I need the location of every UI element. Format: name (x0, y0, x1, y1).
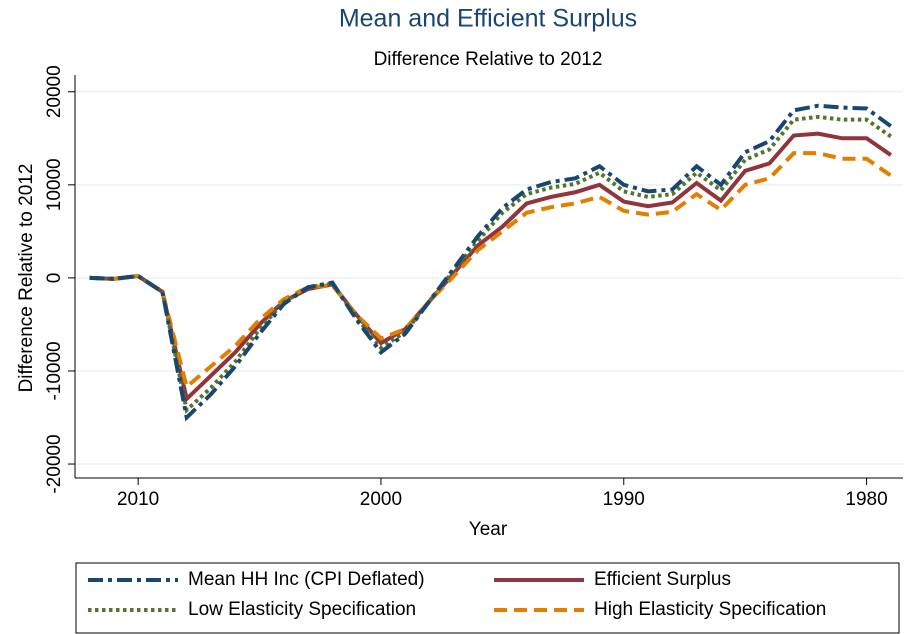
x-axis-label: Year (469, 519, 508, 540)
legend-label: High Elasticity Specification (594, 599, 826, 620)
legend-label: Mean HH Inc (CPI Deflated) (188, 569, 425, 590)
x-tick-label: 2010 (117, 489, 159, 510)
series-line (89, 151, 892, 391)
series-line (89, 131, 892, 403)
legend-label: Efficient Surplus (594, 569, 731, 590)
y-tick-label: 20000 (44, 65, 65, 118)
x-tick-label: 1980 (845, 489, 887, 510)
y-tick-label: 0 (44, 273, 65, 284)
legend-box (75, 562, 900, 634)
x-tick-label: 2000 (360, 489, 402, 510)
series-line (89, 114, 892, 414)
y-tick-label: -10000 (44, 341, 65, 400)
series-line (89, 103, 893, 422)
chart-title: Mean and Efficient Surplus (339, 5, 637, 33)
legend-label: Low Elasticity Specification (188, 599, 416, 620)
chart-subtitle: Difference Relative to 2012 (374, 49, 603, 70)
y-axis-label: Difference Relative to 2012 (16, 164, 37, 393)
y-tick-label: 10000 (44, 158, 65, 211)
x-tick-label: 1990 (603, 489, 645, 510)
y-tick-label: -20000 (44, 434, 65, 493)
